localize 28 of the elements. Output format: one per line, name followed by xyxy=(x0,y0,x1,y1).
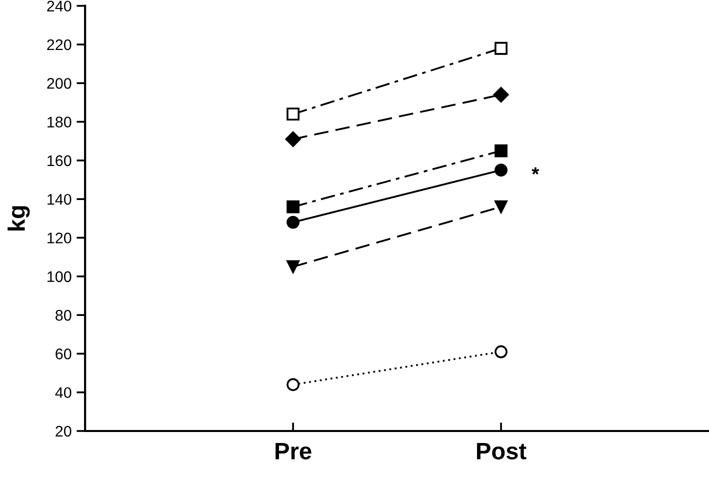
y-tick-label: 240 xyxy=(47,0,72,12)
point xyxy=(286,260,300,274)
point xyxy=(286,216,300,229)
y-tick-label: 80 xyxy=(56,310,72,321)
x-tick-label: Pre xyxy=(276,442,312,460)
point xyxy=(286,108,300,121)
point xyxy=(285,131,301,147)
x-tick-label: Post xyxy=(477,442,526,460)
y-tick-label: 140 xyxy=(48,194,72,205)
point xyxy=(494,164,508,177)
y-tick-label: 200 xyxy=(47,78,72,89)
y-tick-label: 220 xyxy=(47,39,72,50)
point xyxy=(494,42,508,55)
y-tick-label: 160 xyxy=(48,155,72,166)
point xyxy=(494,200,508,214)
point xyxy=(493,86,509,103)
y-tick-label: 20 xyxy=(56,426,72,437)
point xyxy=(286,378,300,392)
y-tick-label: 40 xyxy=(55,387,72,398)
point xyxy=(286,200,300,214)
y-axis-title: kg xyxy=(8,206,30,231)
y-tick-label: 60 xyxy=(56,348,72,360)
point xyxy=(494,144,508,158)
y-tick-label: 100 xyxy=(48,271,72,282)
point xyxy=(494,345,508,358)
y-tick-label: 120 xyxy=(48,232,72,244)
annotation: * xyxy=(532,167,540,175)
y-tick-label: 180 xyxy=(48,116,72,128)
